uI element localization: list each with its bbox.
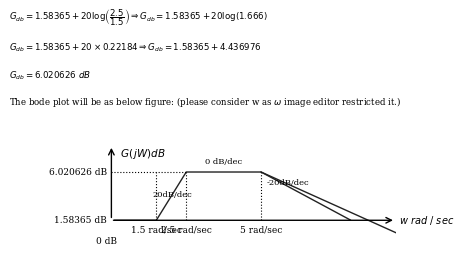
Text: 1.5 rad/sec: 1.5 rad/sec — [131, 225, 182, 234]
Text: 0 dB/dec: 0 dB/dec — [205, 158, 242, 166]
Text: $w\ rad\ /\ sec$: $w\ rad\ /\ sec$ — [399, 214, 454, 227]
Text: The bode plot will be as below figure: (please consider w as $\omega$ image edit: The bode plot will be as below figure: (… — [9, 95, 401, 109]
Text: 20dB/dec: 20dB/dec — [153, 191, 192, 199]
Text: 5 rad/sec: 5 rad/sec — [240, 225, 282, 234]
Text: 6.020626 dB: 6.020626 dB — [49, 168, 107, 177]
Text: 1.58365 dB: 1.58365 dB — [54, 216, 107, 225]
Text: 2.5 rad/sec: 2.5 rad/sec — [161, 225, 212, 234]
Text: -20dB/dec: -20dB/dec — [267, 179, 310, 188]
Text: $G_{db}=1.58365+20\log\!\left(\dfrac{2.5}{1.5}\right)\Rightarrow G_{db}=1.58365+: $G_{db}=1.58365+20\log\!\left(\dfrac{2.5… — [9, 8, 268, 28]
Text: 0 dB: 0 dB — [96, 236, 118, 246]
Text: $G(\,jW)dB$: $G(\,jW)dB$ — [120, 147, 166, 161]
Text: $G_{db}=1.58365+20\times0.22184\Rightarrow G_{db}=1.58365+4.436976$: $G_{db}=1.58365+20\times0.22184\Rightarr… — [9, 41, 262, 54]
Text: $G_{db}=6.020626\ dB$: $G_{db}=6.020626\ dB$ — [9, 70, 91, 82]
